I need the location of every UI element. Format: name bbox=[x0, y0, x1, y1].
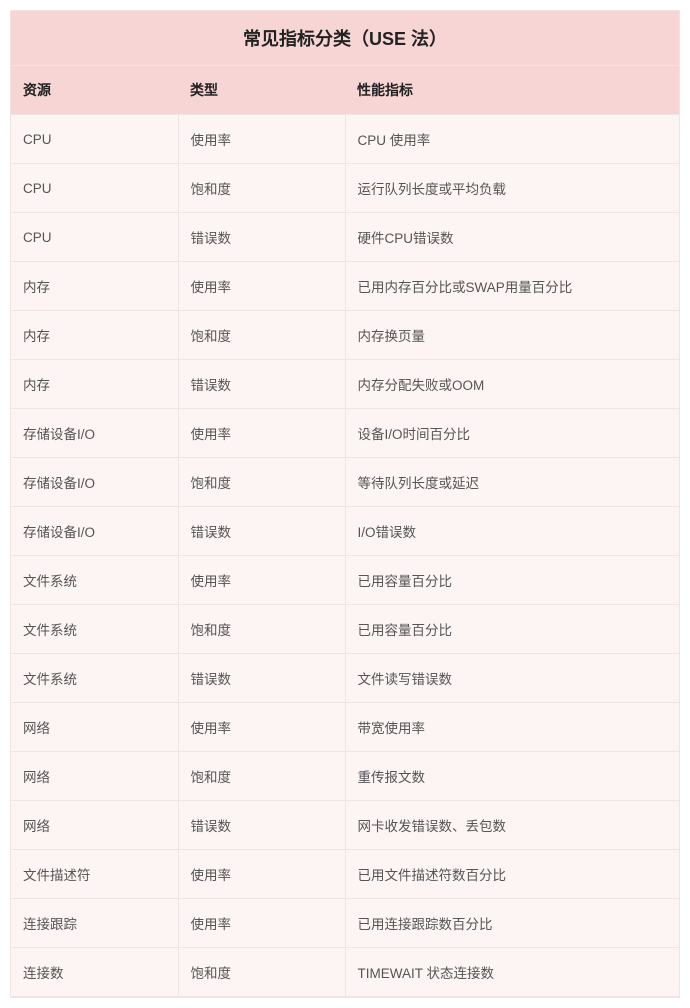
table-cell: 文件读写错误数 bbox=[345, 654, 679, 703]
table-row: 网络错误数网卡收发错误数、丢包数 bbox=[11, 801, 679, 850]
table-cell: 使用率 bbox=[178, 115, 345, 164]
table-cell: 连接数 bbox=[11, 948, 178, 997]
table-cell: 内存换页量 bbox=[345, 311, 679, 360]
table-cell: I/O错误数 bbox=[345, 507, 679, 556]
table-row: 文件系统错误数文件读写错误数 bbox=[11, 654, 679, 703]
col-header-resource: 资源 bbox=[11, 66, 178, 115]
table-cell: 网络 bbox=[11, 703, 178, 752]
table-cell: 存储设备I/O bbox=[11, 458, 178, 507]
table-cell: 使用率 bbox=[178, 556, 345, 605]
table-cell: 运行队列长度或平均负载 bbox=[345, 164, 679, 213]
table-row: 连接跟踪使用率已用连接跟踪数百分比 bbox=[11, 899, 679, 948]
table-cell: TIMEWAIT 状态连接数 bbox=[345, 948, 679, 997]
table-cell: 文件系统 bbox=[11, 654, 178, 703]
metrics-table: 资源 类型 性能指标 CPU使用率CPU 使用率CPU饱和度运行队列长度或平均负… bbox=[11, 66, 679, 997]
table-cell: 文件系统 bbox=[11, 556, 178, 605]
table-cell: 存储设备I/O bbox=[11, 409, 178, 458]
table-cell: 饱和度 bbox=[178, 752, 345, 801]
table-row: 内存饱和度内存换页量 bbox=[11, 311, 679, 360]
table-cell: 使用率 bbox=[178, 899, 345, 948]
table-cell: CPU bbox=[11, 164, 178, 213]
table-cell: CPU bbox=[11, 115, 178, 164]
table-cell: 错误数 bbox=[178, 801, 345, 850]
table-cell: 已用连接跟踪数百分比 bbox=[345, 899, 679, 948]
table-cell: 饱和度 bbox=[178, 458, 345, 507]
table-cell: 设备I/O时间百分比 bbox=[345, 409, 679, 458]
table-cell: 重传报文数 bbox=[345, 752, 679, 801]
table-cell: 内存分配失败或OOM bbox=[345, 360, 679, 409]
table-row: 存储设备I/O使用率设备I/O时间百分比 bbox=[11, 409, 679, 458]
table-cell: 已用内存百分比或SWAP用量百分比 bbox=[345, 262, 679, 311]
table-cell: 文件描述符 bbox=[11, 850, 178, 899]
col-header-metric: 性能指标 bbox=[345, 66, 679, 115]
table-row: 文件系统使用率已用容量百分比 bbox=[11, 556, 679, 605]
table-row: CPU饱和度运行队列长度或平均负载 bbox=[11, 164, 679, 213]
table-cell: 网络 bbox=[11, 752, 178, 801]
table-row: 内存使用率已用内存百分比或SWAP用量百分比 bbox=[11, 262, 679, 311]
table-cell: 使用率 bbox=[178, 409, 345, 458]
table-row: 内存错误数内存分配失败或OOM bbox=[11, 360, 679, 409]
table-cell: 已用容量百分比 bbox=[345, 605, 679, 654]
table-row: 网络使用率带宽使用率 bbox=[11, 703, 679, 752]
table-cell: 存储设备I/O bbox=[11, 507, 178, 556]
table-cell: 已用容量百分比 bbox=[345, 556, 679, 605]
metrics-table-container: 常见指标分类（USE 法） 资源 类型 性能指标 CPU使用率CPU 使用率CP… bbox=[10, 10, 680, 998]
table-row: CPU使用率CPU 使用率 bbox=[11, 115, 679, 164]
table-row: 连接数饱和度TIMEWAIT 状态连接数 bbox=[11, 948, 679, 997]
table-cell: 错误数 bbox=[178, 654, 345, 703]
table-cell: 饱和度 bbox=[178, 605, 345, 654]
table-cell: 错误数 bbox=[178, 213, 345, 262]
table-cell: 连接跟踪 bbox=[11, 899, 178, 948]
table-title: 常见指标分类（USE 法） bbox=[11, 11, 679, 66]
table-cell: 内存 bbox=[11, 360, 178, 409]
table-cell: 等待队列长度或延迟 bbox=[345, 458, 679, 507]
table-cell: 网络 bbox=[11, 801, 178, 850]
table-cell: 错误数 bbox=[178, 507, 345, 556]
table-cell: 已用文件描述符数百分比 bbox=[345, 850, 679, 899]
table-cell: 内存 bbox=[11, 262, 178, 311]
table-cell: 文件系统 bbox=[11, 605, 178, 654]
table-cell: 饱和度 bbox=[178, 948, 345, 997]
table-row: 文件描述符使用率已用文件描述符数百分比 bbox=[11, 850, 679, 899]
table-cell: 饱和度 bbox=[178, 311, 345, 360]
table-cell: 使用率 bbox=[178, 850, 345, 899]
col-header-type: 类型 bbox=[178, 66, 345, 115]
table-cell: 内存 bbox=[11, 311, 178, 360]
header-row: 资源 类型 性能指标 bbox=[11, 66, 679, 115]
table-row: 存储设备I/O错误数I/O错误数 bbox=[11, 507, 679, 556]
table-cell: 带宽使用率 bbox=[345, 703, 679, 752]
table-cell: 硬件CPU错误数 bbox=[345, 213, 679, 262]
table-cell: 使用率 bbox=[178, 262, 345, 311]
table-cell: 饱和度 bbox=[178, 164, 345, 213]
table-row: 文件系统饱和度已用容量百分比 bbox=[11, 605, 679, 654]
table-row: CPU错误数硬件CPU错误数 bbox=[11, 213, 679, 262]
table-row: 网络饱和度重传报文数 bbox=[11, 752, 679, 801]
table-cell: 使用率 bbox=[178, 703, 345, 752]
table-cell: 错误数 bbox=[178, 360, 345, 409]
table-cell: 网卡收发错误数、丢包数 bbox=[345, 801, 679, 850]
table-cell: CPU 使用率 bbox=[345, 115, 679, 164]
table-row: 存储设备I/O饱和度等待队列长度或延迟 bbox=[11, 458, 679, 507]
table-cell: CPU bbox=[11, 213, 178, 262]
